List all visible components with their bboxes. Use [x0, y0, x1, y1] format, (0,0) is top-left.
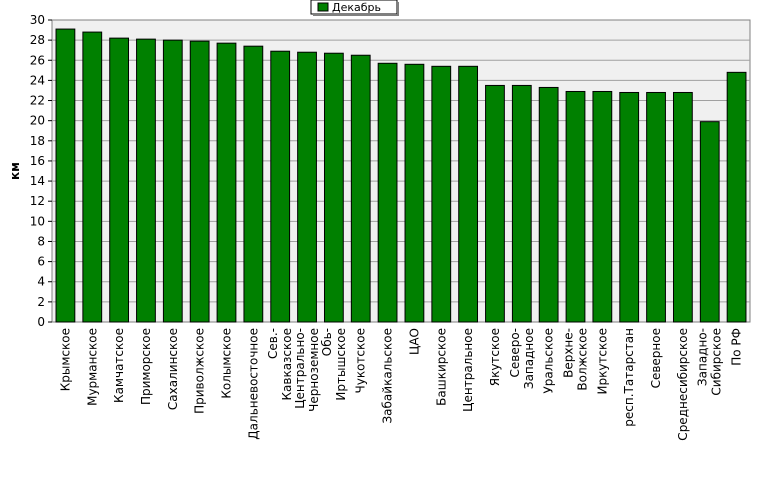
legend-entry: Декабрь [332, 1, 381, 14]
bar [377, 62, 398, 323]
x-tick-label: Забайкальское [381, 328, 395, 424]
bar [619, 91, 640, 323]
bar [136, 38, 156, 323]
x-tick-label: Северо- [508, 328, 522, 378]
bar [592, 90, 613, 323]
y-tick-label: 2 [37, 295, 45, 309]
x-tick-label: Дальневосточное [246, 328, 260, 440]
bar [538, 86, 559, 323]
y-tick-label: 24 [30, 73, 45, 87]
y-tick-label: 6 [37, 255, 45, 269]
bar [726, 71, 747, 323]
bars [55, 28, 747, 323]
bar [350, 54, 371, 323]
y-tick-label: 8 [37, 234, 45, 248]
bar [243, 45, 264, 323]
x-tick-label: Сев.- [266, 328, 280, 359]
bar [565, 90, 586, 323]
x-tick-label: Западно- [696, 328, 710, 386]
x-tick-label: ЦАО [407, 328, 421, 355]
y-tick-label: 22 [30, 94, 45, 108]
bar [485, 84, 505, 323]
x-tick-label: Центральное [461, 328, 475, 412]
y-tick-label: 12 [30, 194, 45, 208]
legend-shadow-right [397, 2, 399, 15]
x-tick-label: Уральское [542, 328, 556, 394]
bar [270, 50, 291, 323]
bar [55, 28, 76, 323]
bar [458, 65, 479, 323]
y-tick-label: 28 [30, 33, 45, 47]
x-tick-label: Центрально- [293, 328, 307, 409]
x-tick-label: Волжское [576, 328, 590, 391]
x-tick-label: Башкирское [434, 328, 448, 406]
plot-area [51, 19, 751, 323]
y-tick-label: 30 [30, 13, 45, 27]
bar [216, 42, 237, 323]
x-tick-label: Черноземное [307, 328, 321, 412]
y-tick-label: 16 [30, 154, 45, 168]
bar [511, 84, 532, 323]
bar [189, 40, 210, 323]
bar [646, 91, 666, 323]
y-tick-label: 26 [30, 53, 45, 67]
bar [431, 65, 452, 323]
y-tick-label: 10 [30, 214, 45, 228]
x-axis-labels: Крымское Мурманское Камчатское Приморское Са… [58, 328, 743, 441]
x-tick-label: Иртышское [334, 328, 348, 401]
x-tick-label: Чукотское [354, 328, 368, 393]
bar [323, 52, 344, 323]
x-tick-label: Мурманское [85, 328, 99, 406]
x-tick-label: Кавказское [280, 328, 294, 401]
y-tick-label: 20 [30, 114, 45, 128]
bar [297, 51, 317, 323]
x-tick-label: По РФ [730, 328, 744, 366]
legend-shadow-bottom [313, 14, 399, 16]
x-tick-label: Северное [649, 328, 663, 388]
y-tick-label: 4 [37, 275, 45, 289]
y-tick-label: 0 [37, 315, 45, 329]
legend: Декабрь [310, 0, 399, 16]
x-tick-label: Приморское [139, 328, 153, 405]
bar [699, 121, 720, 323]
x-tick-label: Якутское [488, 328, 502, 386]
legend-swatch [317, 2, 329, 12]
x-tick-label: Среднесибирское [676, 328, 690, 441]
x-tick-label: Приволжское [193, 328, 207, 414]
y-tick-label: 18 [30, 134, 45, 148]
x-tick-label: Крымское [58, 328, 72, 391]
x-tick-label: Обь- [320, 328, 334, 356]
x-tick-label: Иркутское [595, 328, 609, 395]
x-tick-label: Западное [522, 328, 536, 389]
x-tick-label: Верхне- [562, 328, 576, 378]
bar [672, 91, 693, 323]
bar [404, 63, 425, 323]
x-tick-label: Колымское [220, 328, 234, 399]
bar [162, 39, 183, 323]
x-tick-label: Сибирское [710, 328, 724, 396]
x-tick-label: Камчатское [112, 328, 126, 403]
bar [82, 31, 103, 323]
y-axis-label: км [8, 162, 22, 180]
y-tick-label: 14 [30, 174, 45, 188]
bar [109, 37, 130, 323]
x-tick-label: респ.Татарстан [622, 328, 636, 427]
x-tick-label: Сахалинское [166, 328, 180, 410]
